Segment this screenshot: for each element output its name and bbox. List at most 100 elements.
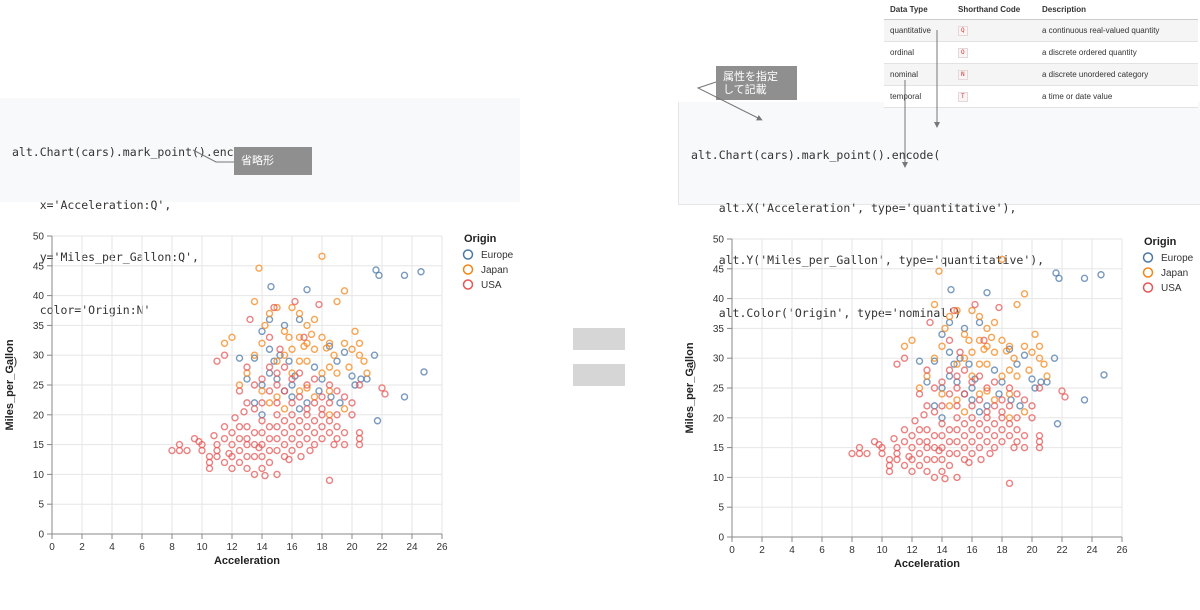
- scatter-point: [1020, 408, 1029, 416]
- scatter-point: [953, 437, 961, 446]
- table-row: temporal T a time or date value: [884, 85, 1198, 108]
- scatter-point: [1050, 354, 1059, 362]
- scatter-point: [235, 446, 244, 455]
- scatter-point: [288, 375, 296, 383]
- x-tick-label: 14: [936, 545, 948, 556]
- scatter-point: [267, 282, 275, 291]
- scatter-point: [210, 431, 218, 440]
- x-tick-label: 0: [729, 545, 735, 556]
- scatter-point: [420, 368, 428, 376]
- scatter-point: [1013, 390, 1021, 398]
- legend-title: Origin: [464, 233, 497, 245]
- scatter-point: [945, 318, 954, 327]
- scatter-point: [1025, 366, 1033, 374]
- table-cell-description: a discrete unordered category: [1036, 63, 1198, 86]
- y-tick-label: 20: [713, 413, 725, 424]
- scatter-point: [893, 455, 901, 464]
- scatter-point: [270, 357, 278, 365]
- scatter-point: [213, 357, 221, 365]
- scatter-point: [333, 434, 341, 443]
- scatter-point: [303, 405, 311, 413]
- scatter-point: [900, 426, 909, 434]
- scatter-point: [300, 342, 308, 350]
- scatter-point: [968, 306, 976, 315]
- scatter-point: [1020, 396, 1029, 404]
- x-tick-label: 22: [1056, 545, 1068, 556]
- scatter-point: [213, 446, 221, 455]
- scatter-point: [303, 434, 311, 443]
- scatter-point: [243, 434, 251, 443]
- legend: Origin Europe Japan USA: [1142, 236, 1194, 294]
- scatter-point: [297, 452, 305, 461]
- scatter-point: [1016, 402, 1024, 410]
- scatter-point: [235, 387, 244, 395]
- x-tick-label: 18: [996, 545, 1008, 556]
- scatter-point: [288, 399, 296, 407]
- table-header-cell: Description: [1036, 0, 1198, 20]
- scatter-point: [340, 393, 349, 401]
- scatter-point: [198, 446, 206, 455]
- y-tick-label: 10: [33, 470, 45, 481]
- scatter-point: [280, 327, 289, 336]
- scatter-point: [945, 312, 954, 321]
- y-tick-label: 15: [713, 443, 725, 454]
- left-code-line: ): [12, 355, 19, 369]
- scatter-point: [265, 345, 274, 353]
- scatter-point: [950, 360, 958, 368]
- scatter-point: [175, 446, 184, 455]
- shorthand-code-chip: O: [958, 48, 968, 58]
- scatter-point: [983, 437, 991, 446]
- scatter-point: [1097, 271, 1105, 279]
- scatter-point: [280, 428, 289, 437]
- scatter-point: [935, 267, 943, 275]
- scatter-point: [265, 446, 274, 455]
- scatter-point: [195, 437, 203, 446]
- scatter-point: [990, 431, 999, 440]
- scatter-point: [285, 333, 293, 342]
- scatter-point: [938, 378, 946, 386]
- scatter-point: [945, 402, 954, 410]
- y-tick-label: 20: [33, 410, 45, 421]
- scatter-point: [953, 449, 961, 458]
- scatter-point: [968, 414, 976, 422]
- scatter-point: [280, 363, 289, 371]
- scatter-point: [327, 393, 335, 401]
- scatter-point: [908, 467, 916, 476]
- table-cell-description: a continuous real-valued quantity: [1036, 19, 1198, 42]
- scatter-point: [355, 381, 364, 389]
- scatter-point: [318, 393, 326, 401]
- scatter-point: [998, 255, 1006, 263]
- y-tick-label: 15: [33, 440, 45, 451]
- scatter-point: [855, 449, 864, 458]
- scatter-point: [381, 390, 389, 398]
- scatter-point: [945, 390, 954, 398]
- scatter-point: [243, 375, 251, 383]
- scatter-point: [363, 375, 371, 383]
- y-tick-label: 30: [713, 354, 725, 365]
- scatter-point: [400, 271, 409, 280]
- scatter-point: [363, 369, 371, 377]
- scatter-point: [975, 312, 984, 321]
- shorthand-code-chip: N: [958, 70, 968, 80]
- scatter-point: [288, 434, 296, 443]
- scatter-point: [945, 348, 954, 356]
- right-scatter-chart: 0 2 4 6 8 10 12 14 16 18 20 22 24 2605101520253035404…: [684, 235, 1194, 571]
- scatter-point: [915, 449, 924, 458]
- scatter-point: [960, 420, 969, 428]
- scatter-point: [228, 440, 236, 449]
- scatter-point: [250, 351, 259, 359]
- x-tick-label: 4: [789, 545, 795, 556]
- scatter-point: [310, 363, 319, 371]
- scatter-point: [960, 366, 969, 374]
- scatter-point: [276, 345, 284, 353]
- scatter-point: [250, 405, 259, 413]
- scatter-point: [1031, 384, 1039, 392]
- scatter-point: [243, 399, 251, 407]
- scatter-point: [1005, 390, 1014, 398]
- legend-symbol: [1142, 282, 1154, 293]
- scatter-point: [930, 402, 939, 410]
- scatter-point: [923, 402, 931, 410]
- scatter-point: [228, 333, 236, 342]
- scatter-point: [947, 285, 955, 294]
- scatter-point: [355, 440, 364, 449]
